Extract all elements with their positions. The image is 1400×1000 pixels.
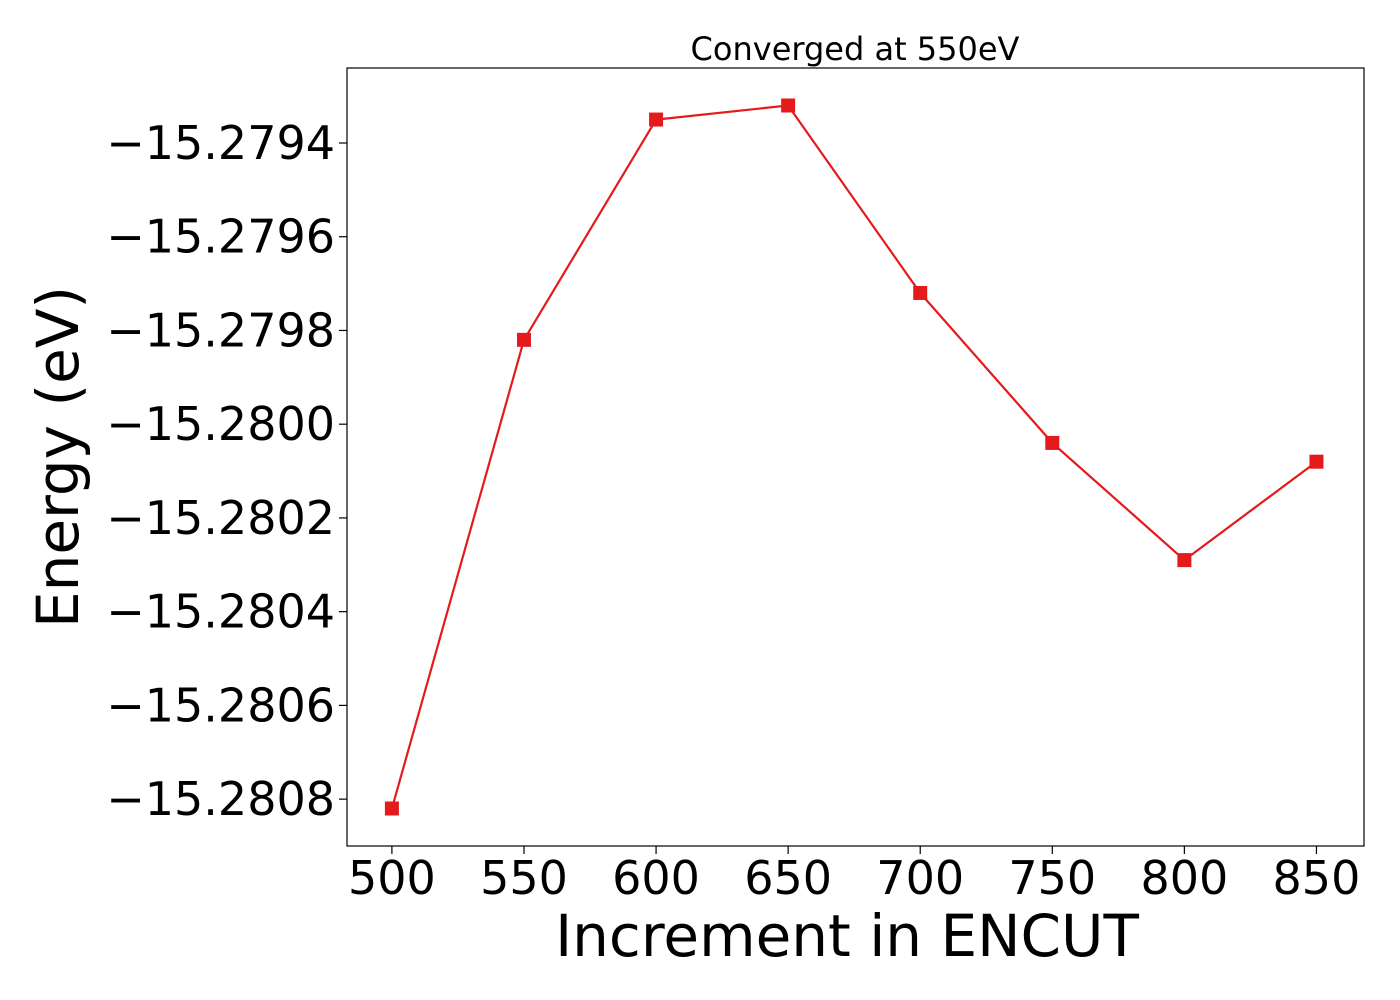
- y-tick-label: −15.2808: [106, 772, 335, 826]
- plot-frame: [346, 67, 1365, 847]
- x-tick-label: 500: [348, 851, 436, 905]
- y-axis-title: Energy (eV): [24, 286, 92, 628]
- x-tick-label: 650: [744, 851, 832, 905]
- data-point-marker: [913, 285, 928, 300]
- data-point-marker: [516, 332, 531, 347]
- x-tick-label: 550: [480, 851, 568, 905]
- y-tick-label: −15.2794: [106, 116, 335, 170]
- data-point-marker: [1177, 553, 1192, 568]
- y-axis: −15.2794 −15.2796 −15.2798 −15.2800 −15.2802…: [106, 116, 347, 826]
- data-point-marker: [781, 98, 796, 113]
- y-tick-label: −15.2802: [106, 491, 335, 545]
- x-tick-label: 700: [876, 851, 964, 905]
- data-point-marker: [1309, 454, 1324, 469]
- x-axis: 500 550 600 650 700 750 800 850: [348, 846, 1360, 905]
- chart-title: Converged at 550eV: [691, 30, 1020, 68]
- series-line: [390, 104, 1318, 809]
- y-tick-label: −15.2804: [106, 585, 335, 639]
- y-tick-label: −15.2800: [106, 397, 335, 451]
- data-point-marker: [1045, 435, 1060, 450]
- x-tick-label: 850: [1273, 851, 1361, 905]
- x-tick-label: 750: [1008, 851, 1096, 905]
- data-point-marker: [384, 801, 399, 816]
- y-tick-label: −15.2796: [106, 210, 335, 264]
- y-tick-label: −15.2806: [106, 678, 335, 732]
- x-axis-title: Increment in ENCUT: [555, 902, 1139, 970]
- data-point-marker: [649, 112, 664, 127]
- x-tick-label: 600: [612, 851, 700, 905]
- x-tick-label: 800: [1140, 851, 1228, 905]
- plot-series: [384, 98, 1324, 816]
- y-tick-label: −15.2798: [106, 303, 335, 357]
